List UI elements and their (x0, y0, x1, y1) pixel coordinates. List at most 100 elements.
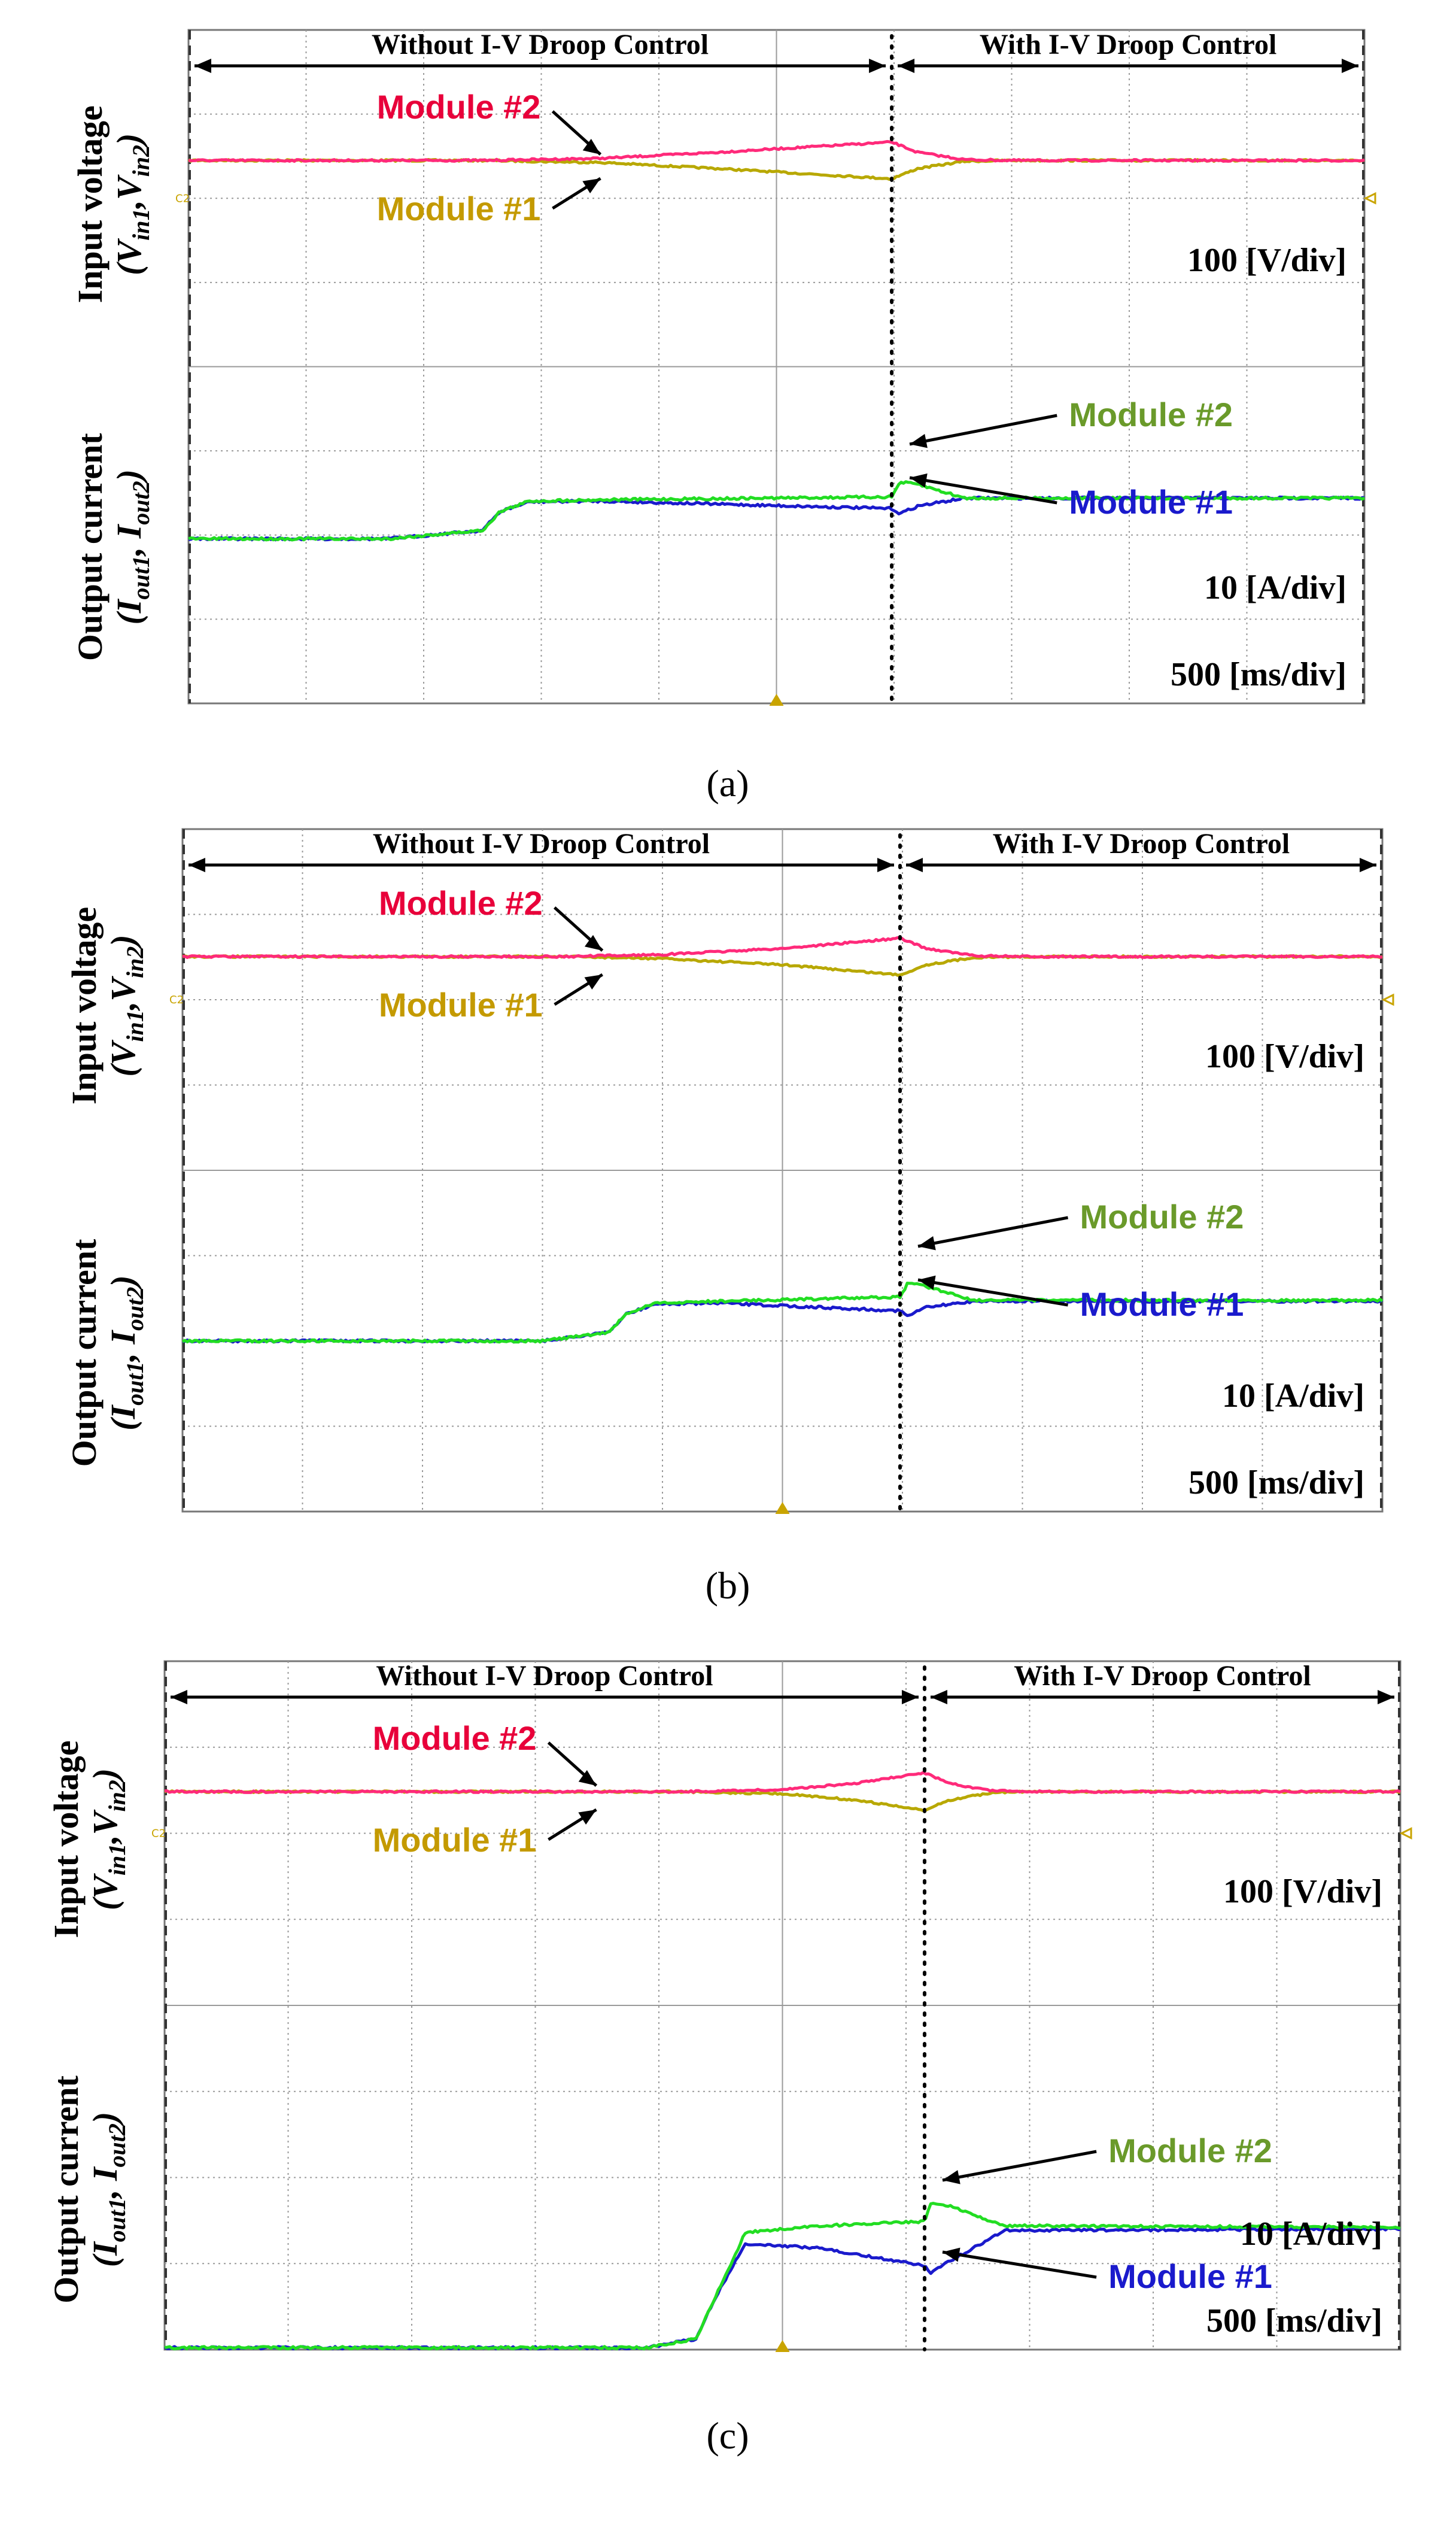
current-axis-label-symbols: (Iout1, Iout2) (86, 2112, 130, 2268)
arrowhead (942, 2170, 960, 2184)
current-axis-label-part: out2 (104, 2123, 130, 2167)
voltage-axis-label-part: ) (110, 133, 148, 148)
arrowhead (877, 858, 894, 872)
callout-arrow (917, 1216, 1069, 1248)
region-label-with: With I-V Droop Control (980, 29, 1277, 60)
voltage-scale-label: 100 [V/div] (1205, 1038, 1364, 1075)
panel-caption: (c) (706, 2414, 749, 2457)
arrowhead (901, 1690, 919, 1704)
trigger-marker (769, 694, 784, 706)
arrowhead (1342, 59, 1358, 73)
callout-arrow (942, 2250, 1097, 2279)
arrowhead (1378, 1690, 1394, 1704)
trace-voltage-module2 (182, 936, 1383, 959)
current-axis-label-part: out1 (127, 556, 154, 599)
voltage-axis-label-title: Input voltage (71, 105, 110, 303)
voltage-axis-label-part: in2 (127, 145, 154, 177)
panel-a: C2 Without I-V Droop Control With I-V Droo… (71, 29, 1376, 805)
voltage-axis-label-part: ,V (86, 1809, 124, 1845)
arrowhead (194, 59, 211, 73)
current-axis-label-symbols: (Iout1, Iout2) (110, 469, 154, 625)
callout-arrow (917, 1278, 1068, 1307)
arrowhead (917, 1275, 936, 1290)
arrowhead (917, 1236, 936, 1251)
label-voltage-module2: Module #2 (373, 1719, 537, 1757)
voltage-axis-label-part: in1 (127, 209, 154, 241)
current-scale-label: 10 [A/div] (1240, 2216, 1382, 2253)
trigger-marker (775, 1502, 790, 1514)
current-axis-label-part: ) (110, 469, 148, 484)
trace-voltage-module2 (165, 1771, 1401, 1794)
arrowhead (578, 1810, 597, 1825)
channel-marker: C2 (175, 192, 190, 205)
time-scale-label: 500 [ms/div] (1206, 2302, 1382, 2339)
arrowhead (910, 473, 928, 488)
channel-marker (1381, 993, 1394, 1006)
label-current-module1: Module #1 (1080, 1285, 1244, 1323)
callout-arrow (909, 414, 1057, 446)
voltage-axis-label-symbols: (Vin1,Vin2) (110, 133, 154, 275)
label-current-module2: Module #2 (1069, 396, 1233, 433)
callout-arrow (942, 2150, 1097, 2182)
arrowhead (578, 1770, 597, 1786)
current-axis-label-title: Output current (71, 433, 110, 661)
channel-marker (1363, 192, 1376, 205)
label-voltage-module1: Module #1 (379, 986, 543, 1024)
label-voltage-module1: Module #1 (373, 1821, 537, 1859)
current-axis-label-title: Output current (47, 2075, 86, 2303)
arrowhead (584, 934, 603, 951)
arrowhead (869, 59, 886, 73)
voltage-axis-label-part: in2 (104, 1780, 130, 1811)
trace-voltage-module2 (188, 139, 1365, 163)
trace-current-module2 (181, 1282, 1384, 1344)
current-axis-label-part: out1 (104, 2198, 130, 2242)
voltage-axis-label-title: Input voltage (47, 1740, 86, 1938)
arrowhead (584, 975, 603, 990)
current-axis-label-symbols: (Iout1, Iout2) (104, 1275, 148, 1431)
arrowhead (1360, 858, 1376, 872)
current-axis-label-title: Output current (65, 1239, 104, 1467)
arrowhead (910, 433, 928, 448)
time-scale-label: 500 [ms/div] (1171, 656, 1346, 693)
current-axis-label-part: , I (86, 2166, 124, 2199)
voltage-axis-label-symbols: (Vin1,Vin2) (104, 934, 148, 1076)
trace-current-module2 (164, 2202, 1401, 2351)
current-scale-label: 10 [A/div] (1204, 569, 1346, 606)
region-label-with: With I-V Droop Control (1014, 1660, 1311, 1692)
arrowhead (930, 1690, 947, 1704)
arrowhead (898, 59, 915, 73)
label-current-module2: Module #2 (1080, 1198, 1244, 1236)
time-scale-label: 500 [ms/div] (1188, 1464, 1364, 1501)
current-axis-label-part: out2 (121, 1287, 148, 1331)
voltage-axis-label-part: in1 (104, 1844, 130, 1876)
current-axis-label-part: out1 (121, 1362, 148, 1406)
current-axis-label-part: (I (104, 1404, 142, 1430)
trigger-marker (775, 2340, 790, 2352)
voltage-axis-label-part: ) (104, 934, 142, 949)
voltage-axis-label-part: ) (86, 1768, 124, 1783)
label-current-module2: Module #2 (1108, 2132, 1272, 2169)
channel-marker (1399, 1827, 1412, 1840)
panel-b: C2 Without I-V Droop Control With I-V Droo… (65, 828, 1394, 1607)
voltage-axis-label-part: (V (104, 1039, 142, 1076)
region-label-without: Without I-V Droop Control (376, 1660, 713, 1692)
current-axis-label-part: (I (110, 598, 148, 624)
voltage-axis-label-part: (V (86, 1873, 124, 1910)
current-scale-label: 10 [A/div] (1222, 1377, 1364, 1415)
voltage-axis-label-part: in1 (121, 1010, 148, 1042)
label-current-module1: Module #1 (1069, 483, 1233, 521)
arrowhead (582, 178, 601, 194)
region-label-with: With I-V Droop Control (993, 828, 1290, 860)
arrowhead (582, 138, 601, 154)
current-axis-label-part: , I (110, 523, 148, 557)
label-voltage-module1: Module #1 (377, 190, 541, 227)
panel-caption: (b) (706, 1564, 750, 1607)
current-axis-label-part: , I (104, 1330, 142, 1363)
label-voltage-module2: Module #2 (377, 88, 541, 126)
region-label-without: Without I-V Droop Control (372, 29, 709, 60)
voltage-axis-label-part: ,V (110, 174, 148, 210)
arrowhead (942, 2247, 960, 2262)
voltage-scale-label: 100 [V/div] (1223, 1873, 1382, 1910)
trace-current-module2 (188, 480, 1366, 542)
